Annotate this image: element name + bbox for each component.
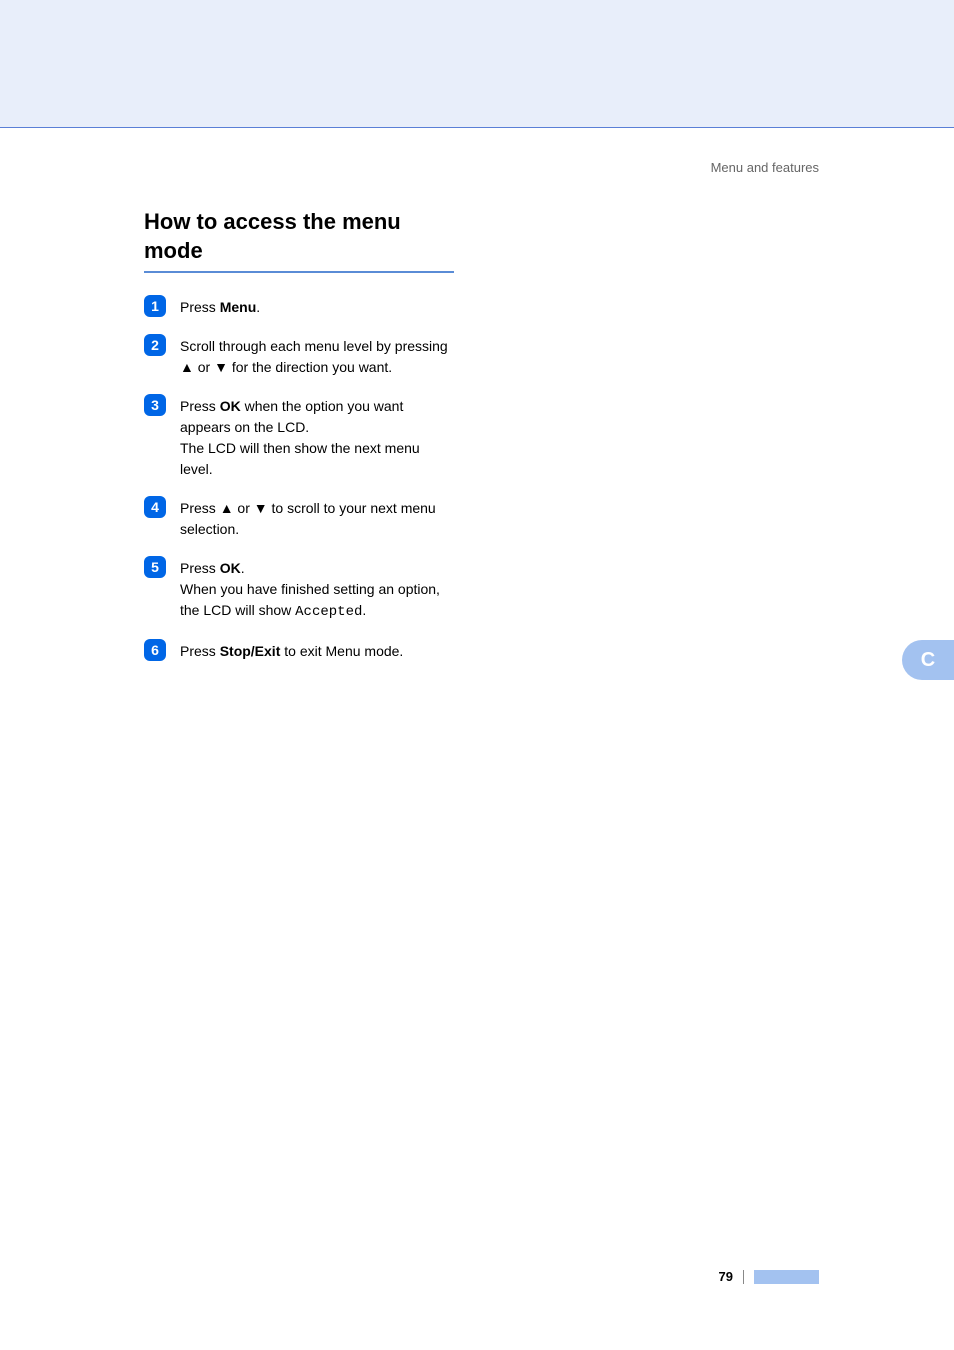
page-bar-divider bbox=[743, 1270, 744, 1284]
section-title: How to access the menu mode bbox=[144, 208, 454, 265]
step-item: 3 Press OK when the option you want appea… bbox=[144, 396, 454, 480]
step-item: 1 Press Menu. bbox=[144, 297, 454, 318]
title-line-1: How to access the menu bbox=[144, 209, 401, 234]
step-number-marker: 5 bbox=[144, 556, 166, 578]
steps-list: 1 Press Menu. 2 Scroll through each menu le… bbox=[144, 297, 454, 662]
step-text: Press OK.When you have finished setting … bbox=[180, 558, 454, 623]
step-number-marker: 3 bbox=[144, 394, 166, 416]
step-text: Press OK when the option you want appear… bbox=[180, 396, 454, 480]
step-item: 2 Scroll through each menu level by press… bbox=[144, 336, 454, 378]
header-breadcrumb: Menu and features bbox=[711, 160, 819, 175]
step-text: Press Menu. bbox=[180, 297, 260, 318]
section-tab-c: C bbox=[902, 640, 954, 680]
step-number-marker: 4 bbox=[144, 496, 166, 518]
step-number-marker: 2 bbox=[144, 334, 166, 356]
top-banner bbox=[0, 0, 954, 128]
page-footer: 79 bbox=[719, 1269, 819, 1284]
page-number: 79 bbox=[719, 1269, 733, 1284]
page-bar bbox=[754, 1270, 819, 1284]
step-text: Press Stop/Exit to exit Menu mode. bbox=[180, 641, 403, 662]
title-underline bbox=[144, 271, 454, 273]
step-text: Press ▲ or ▼ to scroll to your next menu… bbox=[180, 498, 454, 540]
content-column: How to access the menu mode 1 Press Menu.… bbox=[144, 208, 454, 680]
step-number-marker: 1 bbox=[144, 295, 166, 317]
step-text: Scroll through each menu level by pressi… bbox=[180, 336, 454, 378]
step-number-marker: 6 bbox=[144, 639, 166, 661]
step-item: 4 Press ▲ or ▼ to scroll to your next men… bbox=[144, 498, 454, 540]
step-item: 6 Press Stop/Exit to exit Menu mode. bbox=[144, 641, 454, 662]
title-line-2: mode bbox=[144, 238, 203, 263]
step-item: 5 Press OK.When you have finished setting… bbox=[144, 558, 454, 623]
